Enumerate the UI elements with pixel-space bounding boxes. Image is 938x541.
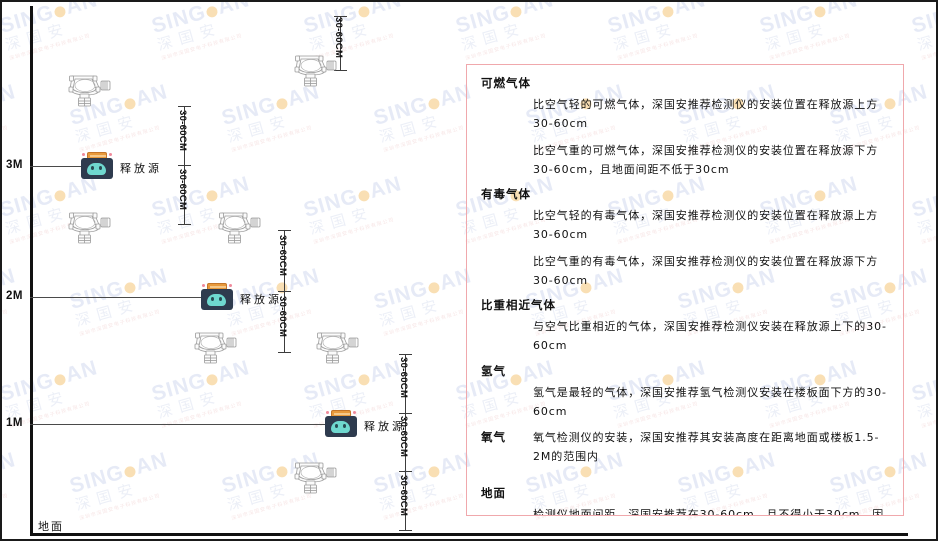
release-source-label: 释放源 <box>240 293 282 306</box>
dimension-label: 30-60CM <box>398 474 409 516</box>
dimension-label: 30-60CM <box>277 234 288 276</box>
guidance-paragraph: 比空气重的可燃气体，深国安推荐检测仪的安装位置在释放源下方30-60cm，且地面… <box>533 143 879 176</box>
dimension-label: 30-60CM <box>398 416 409 458</box>
guidance-section: 地面检测仪地面间距，深国安推荐在30-60cm，且不得小于30cm，因为过低容易… <box>481 485 887 516</box>
dimension-tick <box>399 412 412 414</box>
guidance-section-title: 有毒气体 <box>481 187 531 201</box>
dimension-label: 30-60CM <box>398 357 409 399</box>
guidance-paragraph: 比空气重的有毒气体，深国安推荐检测仪的安装位置在释放源下方30-60cm <box>533 254 879 287</box>
vertical-axis <box>30 6 33 533</box>
gas-detector-icon <box>290 50 342 88</box>
gas-detector-icon <box>190 327 242 365</box>
level-label-3m: 3M <box>6 159 23 171</box>
guidance-section: 比重相近气体与空气比重相近的气体，深国安推荐检测仪安装在释放源上下的30-60c… <box>481 297 887 356</box>
dimension-tick <box>399 471 412 473</box>
guidance-section-title: 氢气 <box>481 363 506 378</box>
dimension-tick <box>278 230 291 231</box>
guidance-section: 氧气 氧气检测仪的安装，深国安推荐其安装高度在距离地面或楼板1.5-2M的范围内 <box>481 428 887 467</box>
guidance-section-title: 比重相近气体 <box>481 298 556 312</box>
dimension-tick <box>178 165 191 166</box>
guidance-section: 可燃气体 比空气轻的可燃气体，深国安推荐检测仪的安装位置在释放源上方30-60cm… <box>481 75 887 179</box>
gas-detector-icon <box>312 327 364 365</box>
guidance-section: 有毒气体 比空气轻的有毒气体，深国安推荐检测仪的安装位置在释放源上方30-60cm… <box>481 186 887 290</box>
level-line <box>30 166 86 167</box>
guidance-section-title: 氧气 <box>481 430 506 444</box>
dimension-label: 30-60CM <box>277 295 288 337</box>
guidance-section: 氢气氢气是最轻的气体，深国安推荐氢气检测仪安装在楼板面下方的30-60cm <box>481 363 887 422</box>
gas-detector-icon <box>290 457 342 495</box>
guidance-paragraph: 比空气轻的有毒气体，深国安推荐检测仪的安装位置在释放源上方30-60cm <box>533 209 879 242</box>
gas-detector-guidance-panel: 可燃气体 比空气轻的可燃气体，深国安推荐检测仪的安装位置在释放源上方30-60cm… <box>466 64 904 516</box>
dimension-line <box>340 16 341 70</box>
guidance-section-title: 可燃气体 <box>481 76 531 90</box>
dimension-tick <box>399 354 412 355</box>
release-source-label: 释放源 <box>120 162 162 175</box>
ground-axis <box>30 533 908 536</box>
guidance-section-title: 地面 <box>481 485 506 500</box>
guidance-paragraph: 比空气轻的可燃气体，深国安推荐检测仪的安装位置在释放源上方30-60cm <box>533 98 879 131</box>
release-source-icon <box>80 152 114 180</box>
level-line <box>30 424 330 425</box>
dimension-tick <box>334 70 347 71</box>
dimension-tick <box>278 352 291 353</box>
level-label-1m: 1M <box>6 417 23 429</box>
guidance-paragraph: 检测仪地面间距，深国安推荐在30-60cm，且不得小于30cm，因为过低容易水溅… <box>533 507 885 516</box>
ground-label: 地面 <box>38 520 64 533</box>
dimension-tick <box>178 224 191 225</box>
gas-detector-icon <box>214 207 266 245</box>
guidance-paragraph: 与空气比重相近的气体，深国安推荐检测仪安装在释放源上下的30-60cm <box>533 320 887 353</box>
dimension-label: 30-60CM <box>177 109 188 151</box>
dimension-label: 30-60CM <box>177 168 188 210</box>
guidance-paragraph: 氧气检测仪的安装，深国安推荐其安装高度在距离地面或楼板1.5-2M的范围内 <box>533 431 880 464</box>
dimension-line <box>405 354 406 530</box>
release-source-icon <box>200 283 234 311</box>
gas-detector-icon <box>64 207 116 245</box>
dimension-tick <box>399 530 412 531</box>
guidance-paragraph: 氢气是最轻的气体，深国安推荐氢气检测仪安装在楼板面下方的30-60cm <box>533 385 887 418</box>
release-source-label: 释放源 <box>364 420 406 433</box>
dimension-tick <box>178 106 191 107</box>
dimension-tick <box>278 291 291 292</box>
level-label-2m: 2M <box>6 290 23 302</box>
dimension-tick <box>334 16 347 17</box>
gas-detector-icon <box>64 70 116 108</box>
release-source-icon <box>324 410 358 438</box>
level-line <box>30 297 206 298</box>
section-spacer <box>481 473 887 485</box>
